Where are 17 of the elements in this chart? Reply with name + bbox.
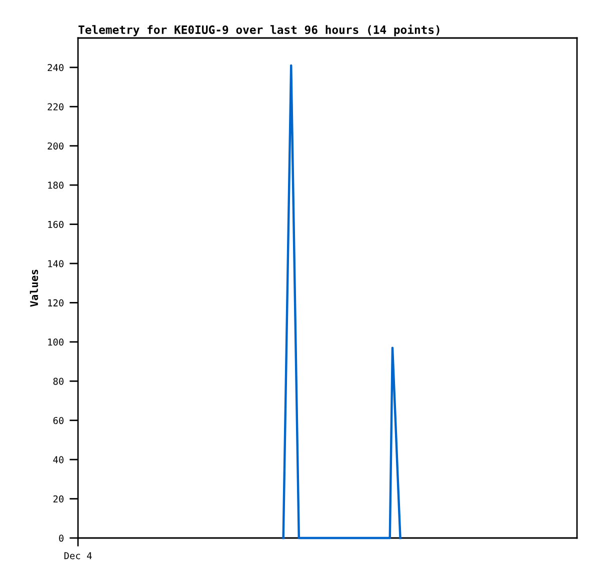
y-tick-label: 120 <box>48 299 64 306</box>
y-tick-label: 0 <box>59 534 64 542</box>
y-tick-label: 220 <box>48 103 64 110</box>
y-tick-label: 180 <box>48 182 64 189</box>
y-tick-label: 20 <box>53 495 64 503</box>
y-tick-label: 240 <box>48 64 64 72</box>
y-axis-title: Values <box>30 270 38 307</box>
y-tick-label: 60 <box>53 416 64 424</box>
y-tick-label: 40 <box>53 456 64 464</box>
x-tick-label: Dec 4 <box>64 552 92 560</box>
y-tick-label: 100 <box>48 338 64 346</box>
y-tick-label: 200 <box>48 142 64 150</box>
y-tick-label: 140 <box>48 260 64 268</box>
line-series <box>282 64 402 540</box>
chart-title: Telemetry for KE0IUG-9 over last 96 hours (14 points) <box>78 24 440 36</box>
y-tick-label: 80 <box>53 378 64 385</box>
y-tick-label: 160 <box>48 220 64 228</box>
